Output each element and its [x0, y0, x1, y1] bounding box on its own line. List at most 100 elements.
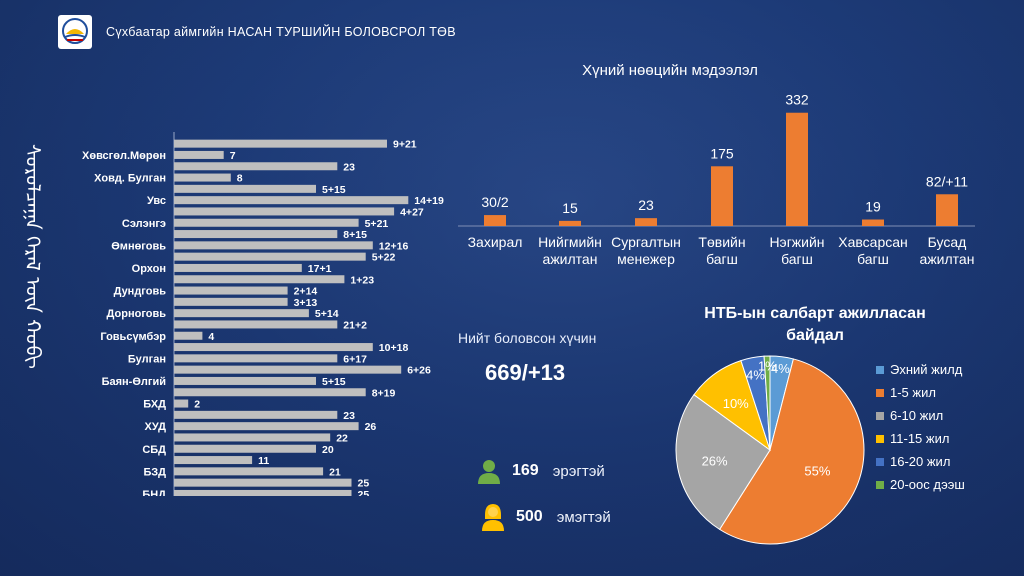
region-bar [174, 150, 224, 159]
pie-slice [675, 394, 771, 531]
region-bar-value: 8+19 [372, 387, 396, 399]
vertical-script-text: ᠰᠤᠷᠤᠯᠴᠠᠭᠠ ᠭᠡᠷᠡᠯ ᠦᠨ ᠬᠤᠪᠢ [21, 144, 45, 369]
region-bar-value: 4 [208, 331, 214, 343]
region-bar-value: 21 [329, 466, 341, 478]
region-bar-value: 9+21 [393, 139, 417, 151]
region-bar-value: 26 [365, 421, 377, 433]
region-bar-value: 25 [358, 478, 370, 490]
pie-slice-label: 10% [723, 396, 749, 411]
column-category-label: Захирал [468, 234, 523, 250]
region-bar-value: 5+15 [322, 184, 346, 196]
column-bar [936, 194, 958, 226]
legend-label: 6-10 жил [890, 408, 944, 423]
column-category-label: менежер [617, 251, 675, 267]
region-bar [174, 184, 316, 193]
pie-slice-label: 55% [804, 464, 830, 479]
region-label: Булган [128, 353, 166, 365]
region-label: Баян-Өлгий [102, 376, 166, 388]
legend-item: 11-15 жил [876, 427, 965, 450]
female-label: эмэгтэй [556, 508, 611, 526]
column-bar [484, 215, 506, 226]
human-resources-column-chart: Хүний нөөцийн мэдээлэл 30/2 Захирал 15 Нийгм… [458, 62, 975, 267]
region-bar [174, 478, 352, 487]
column-category-label: ажилтан [543, 251, 598, 267]
pie-title-line-1: НТБ-ын салбарт ажилласан [704, 305, 926, 322]
region-bar [174, 422, 359, 431]
region-bar-value: 7 [230, 150, 236, 162]
pie-slice [718, 358, 865, 545]
total-staff-label: Нийт боловсон хүчин [458, 330, 597, 346]
column-bar [862, 219, 884, 226]
region-label: Дундговь [114, 286, 167, 298]
column-category-label: Төвийн [698, 234, 745, 250]
region-bar [174, 162, 338, 171]
legend-swatch [876, 457, 884, 466]
male-person-icon [478, 460, 500, 484]
region-bar-value: 5+22 [372, 252, 396, 264]
region-bar-value: 12+16 [379, 240, 409, 252]
region-bar-value: 23 [343, 161, 355, 173]
male-label: эрэгтэй [552, 462, 605, 480]
column-bar [711, 166, 733, 226]
organization-logo [58, 15, 92, 49]
legend-swatch [876, 434, 884, 443]
organization-title: Сүхбаатар аймгийн НАСАН ТУРШИЙН БОЛОВСРО… [106, 25, 456, 39]
column-category-label: Бусад [928, 234, 967, 250]
region-bar-value: 2+14 [294, 286, 318, 298]
region-label: Говьсүмбэр [100, 331, 166, 343]
legend-label: Эхний жилд [890, 362, 963, 377]
region-bar [174, 399, 189, 408]
region-bar-value: 21+2 [343, 319, 367, 331]
region-bar-value: 2 [194, 399, 200, 411]
pie-slice-label: 4% [771, 361, 790, 376]
region-bar [174, 365, 402, 374]
region-label: БЗД [144, 466, 167, 478]
region-label: Өмнөговь [111, 240, 166, 252]
legend-swatch [876, 388, 884, 397]
region-label: БНД [142, 489, 166, 496]
column-category-label: багш [706, 251, 738, 267]
region-bar-value: 1+23 [350, 274, 374, 286]
legend-swatch [876, 480, 884, 489]
region-bar [174, 444, 316, 453]
region-bar-value: 25 [358, 489, 370, 496]
region-label: БХД [143, 399, 166, 411]
region-bar [174, 433, 331, 442]
region-bar [174, 376, 316, 385]
region-bar [174, 331, 203, 340]
column-value-label: 30/2 [481, 194, 508, 210]
pie-slice-label: 1% [758, 358, 777, 373]
column-bar [786, 112, 808, 226]
region-bar-value: 11 [258, 455, 269, 467]
legend-item: 16-20 жил [876, 450, 965, 473]
column-value-label: 332 [785, 92, 809, 108]
region-label: СБД [142, 444, 166, 456]
region-label: Хөвсгөл.Мөрөн [82, 150, 166, 162]
region-bar-value: 23 [343, 410, 355, 422]
region-label: Ховд. Булган [94, 173, 166, 185]
column-category-label: Нийгмийн [538, 234, 602, 250]
experience-pie-chart: 4% 55% 26% 10% 4%1% [675, 355, 865, 545]
region-bar [174, 354, 338, 363]
column-chart-title: Хүний нөөцийн мэдээлэл [582, 62, 758, 79]
region-bar [174, 218, 359, 227]
female-count-row: 500 эмэгтэй [480, 503, 611, 531]
legend-swatch [876, 411, 884, 420]
region-bar [174, 410, 338, 419]
column-value-label: 175 [710, 145, 734, 161]
pie-chart-title: НТБ-ын салбарт ажилласан байдал [665, 303, 965, 347]
legend-swatch [876, 365, 884, 374]
column-category-label: ажилтан [920, 251, 975, 267]
legend-label: 11-15 жил [890, 431, 950, 446]
region-bar [174, 297, 288, 306]
region-label: ХУД [145, 421, 167, 433]
region-bar [174, 309, 309, 318]
region-bar [174, 467, 324, 476]
region-label: Дорноговь [107, 308, 167, 320]
legend-item: Эхний жилд [876, 358, 965, 381]
legend-label: 20-оос дээш [890, 477, 965, 492]
region-label: Орхон [132, 263, 166, 275]
region-bar-value: 5+14 [315, 308, 339, 320]
region-bar [174, 286, 288, 295]
region-bar [174, 320, 338, 329]
